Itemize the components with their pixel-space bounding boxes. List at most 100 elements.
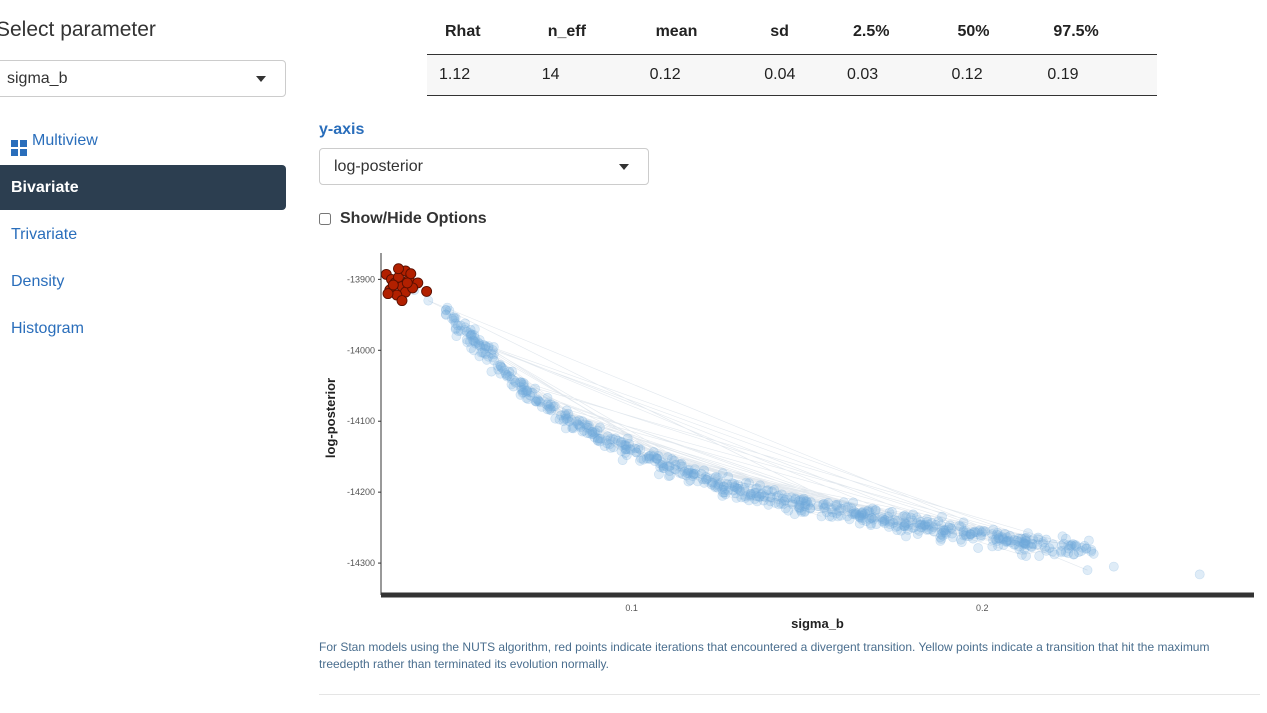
scatter-point [657,458,668,469]
nav-density-label: Density [11,273,65,290]
scatter-point [462,327,472,337]
scatter-point [912,517,922,528]
y-axis-title: log-posterior [323,378,338,458]
scatter-point [444,305,455,316]
scatter-point [740,492,751,503]
scatter-point [1069,540,1080,550]
scatter-point [682,468,693,479]
plot-nav: Multiview Bivariate Trivariate Density H… [0,118,286,353]
nav-density[interactable]: Density [0,259,286,304]
scatter-point [868,514,879,525]
scatter-point [653,450,664,461]
scatter-point [935,532,946,543]
scatter-point [575,422,586,432]
stats-value: 0.04 [752,54,835,96]
scatter-point [495,361,506,372]
scatter-point [480,341,491,352]
scatter-point [522,385,532,396]
scatter-point [696,468,707,479]
scatter-point [899,521,910,531]
chevron-down-icon [619,163,629,170]
scatter-point [480,349,491,360]
scatter-point [1063,540,1074,551]
scatter-point [958,527,969,537]
scatter-point [450,324,461,335]
scatter-point [888,517,899,528]
scatter-point [469,324,480,335]
scatter-point [920,519,930,530]
scatter-point [899,521,910,532]
scatter-point [710,480,720,491]
scatter-point [1028,539,1038,550]
scatter-point [683,467,694,478]
scatter-point [736,492,747,503]
scatter-point [453,326,464,336]
show-hide-options[interactable]: Show/Hide Options [319,210,487,228]
scatter-point [780,503,791,514]
scatter-point [1038,537,1049,547]
scatter-point [496,362,506,372]
scatter-point [504,371,515,382]
scatter-point [467,329,478,340]
scatter-point [664,461,675,472]
scatter-point [773,499,784,510]
scatter-point [657,460,668,470]
scatter-point [1004,535,1015,546]
scatter-point [592,435,603,446]
scatter-point [909,522,919,533]
scatter-point [870,505,881,515]
divergent-point [387,279,399,291]
scatter-point [818,498,829,509]
scatter-point [486,348,497,359]
scatter-point [937,511,947,522]
scatter-point [631,447,642,458]
scatter-point [799,506,810,517]
scatter-point [554,414,565,425]
sidebar: Select parameter sigma_b Multiview Bivar… [0,0,300,713]
scatter-point [864,507,875,518]
select-parameter-title: Select parameter [0,18,156,41]
stats-value-row: 1.12 14 0.12 0.04 0.03 0.12 0.19 [427,54,1157,96]
scatter-point [644,451,654,461]
scatter-point [669,463,680,474]
scatter-point [470,336,480,347]
scatter-point [622,433,633,444]
scatter-point [530,383,540,394]
scatter-point [956,521,966,532]
scatter-point [1000,528,1010,539]
scatter-point [819,502,830,513]
y-axis-ticks: -13900 -14000 -14100 -14200 -14300 [347,274,381,568]
nav-histogram[interactable]: Histogram [0,306,286,351]
scatter-point [560,409,570,420]
scatter-point [754,491,765,502]
divergent-point [405,268,417,280]
scatter-point [915,519,925,530]
scatter-point [733,479,743,490]
scatter-point [1021,551,1031,561]
scatter-point [1001,536,1012,547]
scatter-point [731,492,742,503]
scatter-point [755,480,765,491]
scatter-point [649,456,660,466]
scatter-point [729,481,740,492]
options-checkbox[interactable] [319,213,331,225]
nav-trivariate[interactable]: Trivariate [0,212,286,257]
scatter-point [857,513,868,523]
nav-multiview-label: Multiview [32,132,98,149]
parameter-select[interactable]: sigma_b [0,60,286,97]
scatter-point [729,478,740,489]
scatter-point [516,377,527,388]
scatter-point [469,333,480,343]
scatter-point [761,485,772,496]
nav-multiview[interactable]: Multiview [0,118,286,163]
y-tick-label: -13900 [347,274,375,284]
y-axis-select[interactable]: log-posterior [319,148,649,185]
scatter-point [508,381,519,392]
scatter-point [765,492,776,503]
scatter-point [993,530,1004,541]
scatter-point [572,419,583,430]
scatter-point [800,499,811,509]
nav-bivariate[interactable]: Bivariate [0,165,286,210]
scatter-point [1002,532,1012,543]
scatter-point [1077,542,1088,553]
